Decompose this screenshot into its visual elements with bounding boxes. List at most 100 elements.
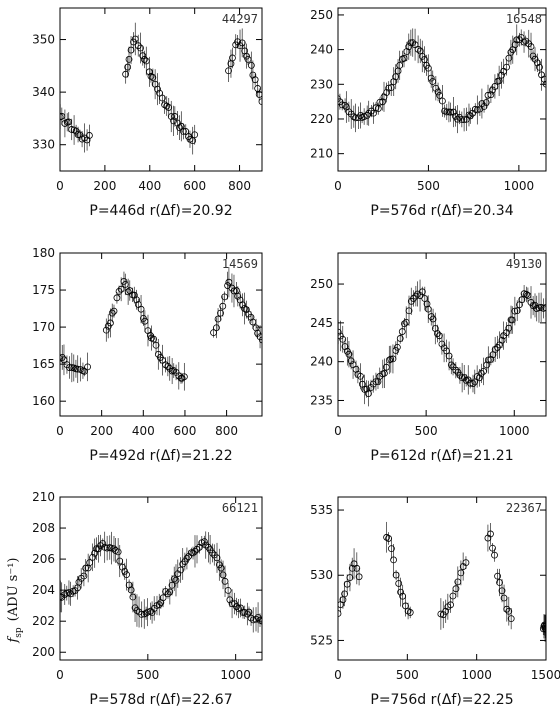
data-point	[465, 111, 473, 119]
data-point	[350, 113, 358, 121]
data-point	[429, 315, 437, 323]
data-point	[66, 364, 73, 371]
data-point	[491, 551, 498, 559]
data-point	[219, 302, 227, 310]
data-point	[434, 88, 442, 96]
data-point	[110, 307, 118, 315]
data-point	[406, 609, 414, 616]
data-point	[214, 315, 222, 323]
data-point	[494, 572, 501, 580]
data-point	[172, 576, 180, 584]
data-series-16548	[338, 24, 546, 134]
data-point	[251, 76, 259, 84]
data-point	[225, 67, 232, 75]
data-point	[498, 587, 506, 595]
x-tick-label: 1500	[531, 668, 560, 682]
data-point	[146, 68, 153, 76]
data-point	[439, 611, 447, 619]
data-point	[365, 390, 372, 397]
y-tick-label: 200	[32, 645, 55, 659]
x-tick-label: 1000	[504, 179, 535, 193]
data-point	[410, 295, 417, 302]
data-point	[447, 361, 455, 369]
panel-caption: P=578d r(Δf)=22.67	[89, 692, 232, 708]
data-point	[243, 610, 251, 618]
y-tick-label: 240	[310, 355, 333, 369]
data-point	[177, 566, 185, 574]
y-axis-label-symbol: f	[6, 636, 21, 644]
data-point	[390, 556, 397, 564]
data-point	[99, 540, 107, 547]
axes-frame	[59, 7, 263, 172]
data-point	[407, 39, 415, 47]
data-point	[454, 115, 461, 123]
data-point	[238, 39, 246, 47]
data-point	[423, 300, 431, 308]
x-tick-label: 600	[183, 179, 206, 193]
data-point	[139, 52, 147, 60]
data-point	[383, 533, 391, 541]
data-point	[483, 361, 491, 369]
data-point	[443, 108, 451, 116]
data-point	[141, 56, 148, 63]
data-point	[464, 376, 472, 384]
x-tick-label: 0	[334, 179, 342, 193]
data-point	[491, 346, 499, 353]
y-axis-label: fsp (ADU s⁻¹)	[6, 558, 24, 644]
panel-22367: 0 500 1000 1500 525 530 535 22367 P=756d r(Δf)=2…	[310, 496, 560, 708]
panel-id: 66121	[222, 501, 258, 515]
data-point	[233, 603, 240, 610]
data-point	[496, 579, 503, 586]
data-point	[162, 588, 169, 595]
data-point	[505, 324, 513, 332]
data-point	[476, 374, 483, 382]
data-point	[150, 335, 157, 343]
data-point	[392, 73, 400, 81]
data-point	[102, 326, 110, 334]
data-point	[432, 84, 440, 92]
panel-49130: 0 500 1000 235 240 245 250 49130 P=612d r(Δf)=21…	[310, 252, 547, 464]
data-point	[357, 112, 364, 119]
data-point	[166, 588, 174, 596]
data-point	[149, 74, 157, 81]
data-point	[189, 549, 197, 557]
data-point	[416, 292, 424, 299]
data-point	[84, 363, 92, 371]
data-point	[404, 607, 412, 615]
data-point	[89, 553, 97, 561]
data-point	[392, 347, 400, 354]
data-point	[133, 296, 140, 304]
data-point	[452, 366, 460, 374]
data-point	[82, 564, 90, 572]
y-tick-label: 220	[310, 112, 333, 126]
data-point	[385, 356, 393, 364]
data-point	[183, 554, 191, 562]
data-point	[523, 291, 530, 298]
data-point	[230, 287, 238, 295]
data-series-49130	[338, 279, 546, 407]
data-series-22367	[338, 521, 546, 642]
data-point	[424, 64, 432, 72]
data-point	[390, 78, 398, 86]
data-point	[374, 105, 382, 113]
y-tick-label: 210	[310, 147, 333, 161]
y-tick-label: 340	[32, 85, 55, 99]
data-point	[355, 573, 363, 581]
x-tick-label: 400	[132, 424, 155, 438]
data-point	[159, 594, 167, 602]
data-point	[76, 131, 84, 139]
y-tick-label: 230	[310, 77, 333, 91]
data-point	[115, 287, 123, 295]
data-point	[397, 588, 405, 596]
data-point	[256, 333, 262, 341]
y-tick-label: 210	[32, 490, 55, 504]
data-point	[168, 581, 176, 589]
data-point	[158, 94, 166, 102]
data-point	[503, 329, 510, 336]
data-point	[245, 608, 253, 616]
y-tick-label: 180	[32, 246, 55, 260]
data-point	[503, 605, 511, 613]
data-point	[345, 350, 353, 358]
y-tick-label: 525	[310, 633, 333, 647]
y-tick-label: 535	[310, 503, 333, 517]
